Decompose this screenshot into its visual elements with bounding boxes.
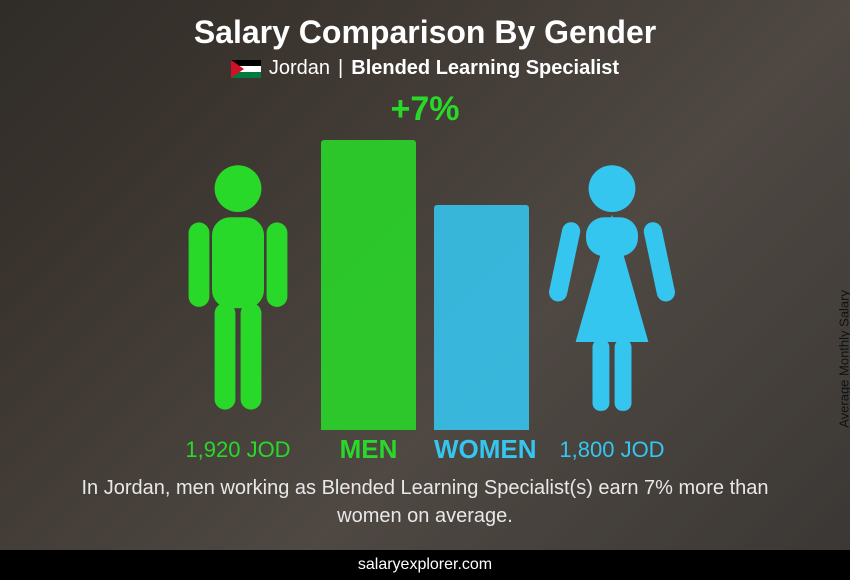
infographic-content: Salary Comparison By Gender Jordan | Ble… [0,0,850,580]
page-title: Salary Comparison By Gender [0,0,850,51]
man-icon [173,150,303,430]
jordan-flag-icon [231,60,261,78]
separator: | [338,57,343,80]
women-bar [434,205,529,430]
men-label: MEN [321,434,416,465]
footer-source: salaryexplorer.com [0,550,850,580]
women-label: WOMEN [434,434,529,465]
men-bar [321,140,416,430]
women-salary-value: 1,800 JOD [547,437,677,463]
bar-chart [0,130,850,430]
labels-row: 1,920 JOD MEN WOMEN 1,800 JOD [0,434,850,465]
percent-difference-badge: +7% [391,90,460,129]
men-salary-value: 1,920 JOD [173,437,303,463]
subtitle-row: Jordan | Blended Learning Specialist [0,57,850,80]
caption-text: In Jordan, men working as Blended Learni… [60,474,790,530]
woman-icon [547,150,677,430]
y-axis-label: Average Monthly Salary [837,290,850,428]
job-title-label: Blended Learning Specialist [351,57,619,80]
country-label: Jordan [269,57,330,80]
